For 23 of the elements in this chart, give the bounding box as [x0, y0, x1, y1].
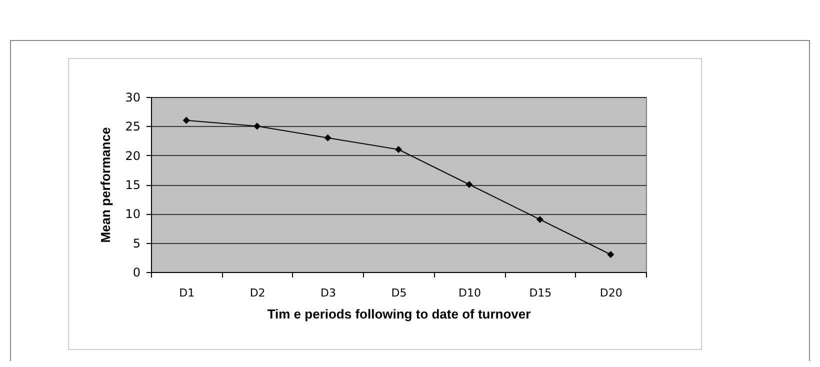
y-tick-label: 0 [132, 266, 140, 280]
x-tick-label: D1 [179, 286, 195, 300]
point [182, 116, 190, 124]
point [536, 216, 544, 224]
x-tick-label: D20 [600, 286, 622, 300]
y-tick-label: 15 [125, 178, 140, 192]
y-tick-label: 10 [125, 207, 140, 222]
point [607, 250, 614, 258]
x-tick-label: D3 [320, 286, 336, 300]
point [466, 180, 473, 188]
x-axis-title: Tim e periods following to date of turnover [267, 306, 531, 322]
x-tick-label: D5 [391, 286, 407, 300]
point [394, 146, 402, 154]
x-tick-label: D15 [529, 286, 552, 300]
x-tick-label: D2 [250, 286, 266, 300]
y-tick-label: 25 [125, 120, 140, 134]
y-tick-label: 20 [125, 148, 140, 163]
point [324, 134, 332, 142]
x-tick-label: D10 [458, 286, 481, 300]
point [254, 122, 261, 130]
y-tick-label: 30 [125, 90, 140, 104]
y-tick-label: 5 [132, 236, 140, 250]
y-axis-title: Mean performance [98, 127, 114, 243]
